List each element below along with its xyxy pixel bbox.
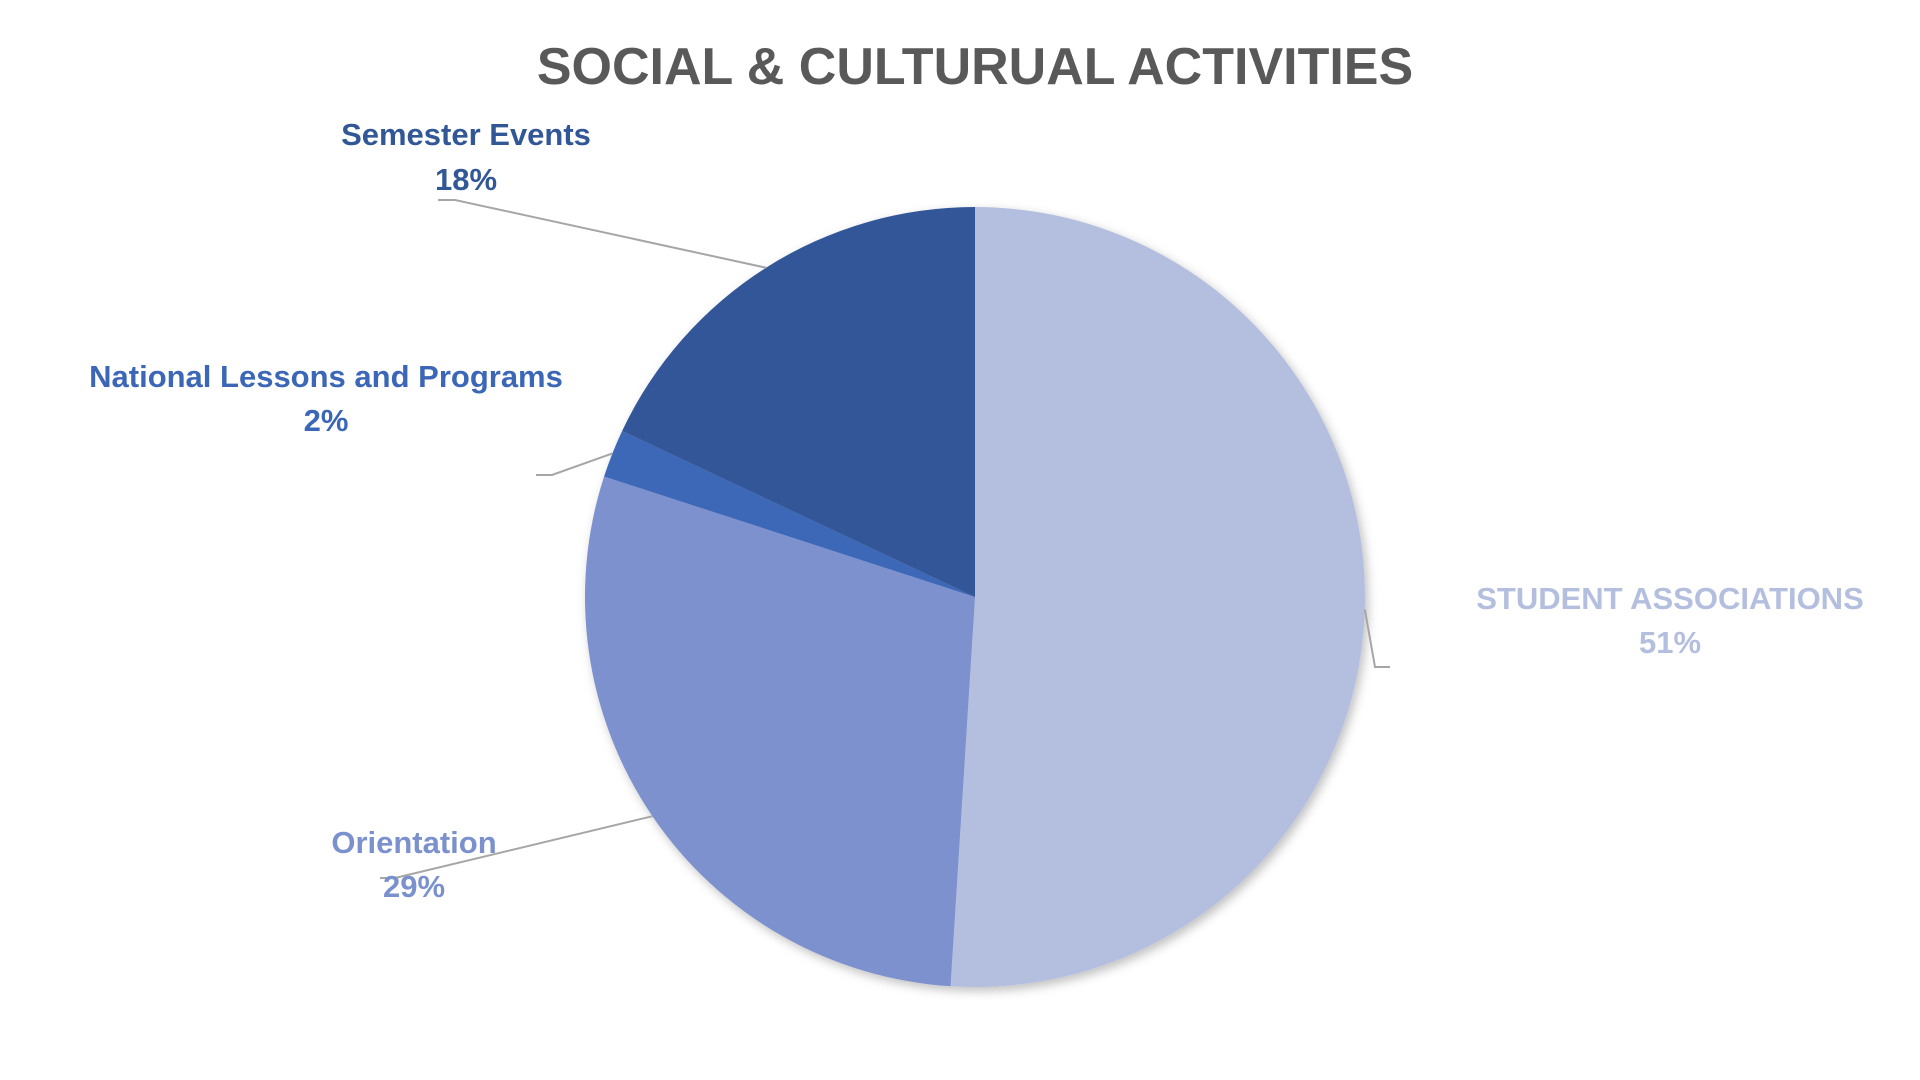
leader-line-orientation	[380, 815, 653, 879]
slice-label-semester-events: Semester Events 18%	[341, 117, 591, 197]
pie-slice-student-associations	[950, 207, 1366, 987]
slice-label-name: National Lessons and Programs	[89, 359, 563, 394]
slice-label-percent: 51%	[1639, 625, 1701, 660]
slice-label-percent: 2%	[304, 403, 349, 438]
leader-line-student-associations	[1363, 609, 1390, 668]
pie-slice-orientation	[585, 476, 975, 987]
leader-line-national-lessons	[536, 452, 613, 476]
slice-label-percent: 18%	[435, 162, 497, 197]
slice-label-national-lessons: National Lessons and Programs 2%	[89, 359, 563, 438]
leader-lines	[380, 199, 1390, 879]
chart-title: SOCIAL & CULTURUAL ACTIVITIES	[537, 38, 1413, 96]
leader-line-semester-events	[438, 199, 767, 269]
slice-label-percent: 29%	[383, 869, 445, 904]
slice-label-name: Semester Events	[341, 117, 591, 152]
pie-slice-national-lessons-and-programs	[604, 430, 975, 597]
slice-label-name: Orientation	[331, 825, 496, 860]
pie-slice-semester-events	[622, 207, 975, 597]
slice-label-name: STUDENT ASSOCIATIONS	[1476, 581, 1864, 616]
pie-slices	[585, 207, 1366, 987]
slice-label-student-associations: STUDENT ASSOCIATIONS 51%	[1476, 581, 1864, 660]
slice-label-orientation: Orientation 29%	[331, 825, 496, 904]
